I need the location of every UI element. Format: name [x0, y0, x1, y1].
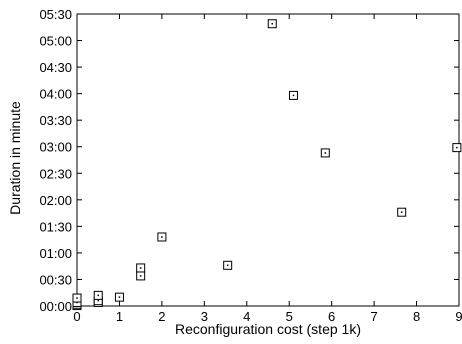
x-tick-label: 1 [116, 309, 123, 324]
data-point [136, 271, 146, 281]
data-point [114, 292, 124, 302]
data-point-dot [139, 267, 142, 269]
plot-frame [76, 13, 460, 307]
data-point [452, 143, 462, 153]
x-tick-label: 2 [158, 309, 165, 324]
y-tick-label: 01:00 [39, 246, 72, 261]
y-tick-label: 02:00 [39, 193, 72, 208]
x-tick-label: 5 [286, 309, 293, 324]
data-point-dot [456, 146, 458, 149]
y-tick-label: 03:00 [39, 140, 72, 155]
data-point [72, 293, 82, 303]
data-point-dot [97, 299, 99, 302]
data-point-dot [226, 264, 229, 267]
y-tick-label: 01:30 [39, 219, 72, 234]
x-tick-label: 9 [455, 309, 462, 324]
data-point-dot [292, 94, 295, 97]
data-point [267, 19, 277, 29]
x-tick-label: 4 [243, 309, 250, 324]
x-tick-label: 0 [73, 309, 80, 324]
data-point-dot [139, 275, 142, 277]
data-point [157, 232, 167, 242]
x-axis-title: Reconfiguration cost (step 1k) [175, 321, 361, 337]
data-point-dot [400, 211, 403, 213]
y-tick-label: 04:00 [39, 87, 72, 102]
x-tick-label: 6 [328, 309, 335, 324]
y-tick-label: 03:30 [39, 113, 72, 128]
data-points [72, 19, 462, 311]
data-point-dot [324, 152, 327, 154]
data-point-dot [118, 296, 121, 298]
axis-ticks: 0 1 2 3 4 5 6 7 8 9 00:00 00:30 01:00 01:30 02:00 02:30… [39, 7, 462, 324]
data-point [136, 263, 146, 273]
data-point-dot [271, 22, 273, 25]
x-tick-label: 7 [370, 309, 377, 324]
y-tick-label: 05:00 [39, 34, 72, 49]
data-point-dot [76, 297, 78, 299]
y-tick-label: 04:30 [39, 60, 72, 75]
y-tick-label: 05:30 [39, 7, 72, 22]
data-point [397, 207, 407, 217]
data-point [288, 90, 298, 100]
data-point [93, 290, 103, 300]
data-point [223, 260, 233, 270]
y-tick-label: 02:30 [39, 166, 72, 181]
data-point-dot [97, 294, 99, 297]
data-point-dot [161, 236, 163, 238]
y-tick-label: 00:00 [39, 299, 72, 314]
x-tick-label: 8 [413, 309, 420, 324]
y-axis-title: Duration in minute [7, 101, 23, 215]
y-tick-label: 00:30 [39, 272, 72, 287]
data-point [320, 148, 330, 158]
x-tick-label: 3 [201, 309, 208, 324]
